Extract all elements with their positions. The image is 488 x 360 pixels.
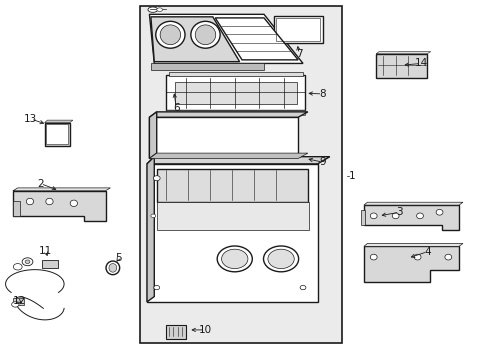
Polygon shape xyxy=(147,164,317,302)
Polygon shape xyxy=(363,246,458,282)
Ellipse shape xyxy=(46,198,53,205)
Text: 2: 2 xyxy=(37,179,44,189)
Text: 6: 6 xyxy=(173,103,179,113)
Polygon shape xyxy=(44,120,73,123)
Ellipse shape xyxy=(151,214,156,218)
Polygon shape xyxy=(151,63,264,69)
Ellipse shape xyxy=(195,25,215,45)
Ellipse shape xyxy=(267,249,294,269)
Polygon shape xyxy=(149,117,298,158)
Text: 1: 1 xyxy=(348,171,354,181)
Text: 14: 14 xyxy=(413,58,427,68)
Ellipse shape xyxy=(153,176,160,181)
Polygon shape xyxy=(363,202,462,205)
Polygon shape xyxy=(13,201,20,216)
Bar xyxy=(166,325,185,339)
Ellipse shape xyxy=(156,21,184,48)
Ellipse shape xyxy=(391,213,398,219)
Polygon shape xyxy=(147,157,154,302)
Polygon shape xyxy=(157,168,307,202)
Polygon shape xyxy=(363,243,462,246)
Polygon shape xyxy=(273,16,322,43)
Polygon shape xyxy=(166,75,305,110)
Ellipse shape xyxy=(160,25,180,45)
Polygon shape xyxy=(149,112,307,117)
Ellipse shape xyxy=(217,246,252,272)
Ellipse shape xyxy=(26,198,34,205)
Text: 11: 11 xyxy=(39,246,52,256)
Ellipse shape xyxy=(190,21,220,48)
Polygon shape xyxy=(360,211,365,225)
Ellipse shape xyxy=(416,213,423,219)
Polygon shape xyxy=(375,51,430,54)
Polygon shape xyxy=(375,54,427,78)
Bar xyxy=(42,260,58,267)
Text: 5: 5 xyxy=(115,253,122,263)
Ellipse shape xyxy=(148,7,158,12)
Ellipse shape xyxy=(106,261,120,275)
Bar xyxy=(140,6,341,343)
Polygon shape xyxy=(147,157,329,164)
Ellipse shape xyxy=(413,254,420,260)
Text: 12: 12 xyxy=(13,296,26,306)
Ellipse shape xyxy=(22,258,33,266)
Text: 9: 9 xyxy=(319,157,325,167)
Ellipse shape xyxy=(109,264,117,272)
Polygon shape xyxy=(215,18,298,60)
Ellipse shape xyxy=(25,260,30,264)
Polygon shape xyxy=(13,191,105,221)
Bar xyxy=(13,298,23,305)
Bar xyxy=(46,124,68,144)
Text: 7: 7 xyxy=(295,49,302,59)
Polygon shape xyxy=(149,14,303,63)
Polygon shape xyxy=(151,17,239,62)
Ellipse shape xyxy=(435,210,442,215)
Polygon shape xyxy=(13,188,110,191)
Ellipse shape xyxy=(300,285,305,290)
Polygon shape xyxy=(149,112,157,158)
Text: 4: 4 xyxy=(423,247,430,257)
Text: 8: 8 xyxy=(319,89,325,99)
Text: 10: 10 xyxy=(199,325,212,335)
Ellipse shape xyxy=(157,8,162,12)
Text: 3: 3 xyxy=(395,207,402,217)
Ellipse shape xyxy=(444,254,451,260)
Ellipse shape xyxy=(70,200,77,207)
Polygon shape xyxy=(149,153,307,158)
Ellipse shape xyxy=(369,254,376,260)
Polygon shape xyxy=(175,82,296,104)
Ellipse shape xyxy=(369,213,376,219)
Bar xyxy=(44,123,70,146)
Polygon shape xyxy=(157,202,308,230)
Ellipse shape xyxy=(221,249,247,269)
Polygon shape xyxy=(363,205,458,230)
Ellipse shape xyxy=(263,246,298,272)
Ellipse shape xyxy=(13,264,22,270)
Polygon shape xyxy=(166,110,305,115)
Text: 13: 13 xyxy=(24,114,38,124)
Ellipse shape xyxy=(154,285,159,290)
Ellipse shape xyxy=(12,302,19,307)
Polygon shape xyxy=(168,72,303,76)
